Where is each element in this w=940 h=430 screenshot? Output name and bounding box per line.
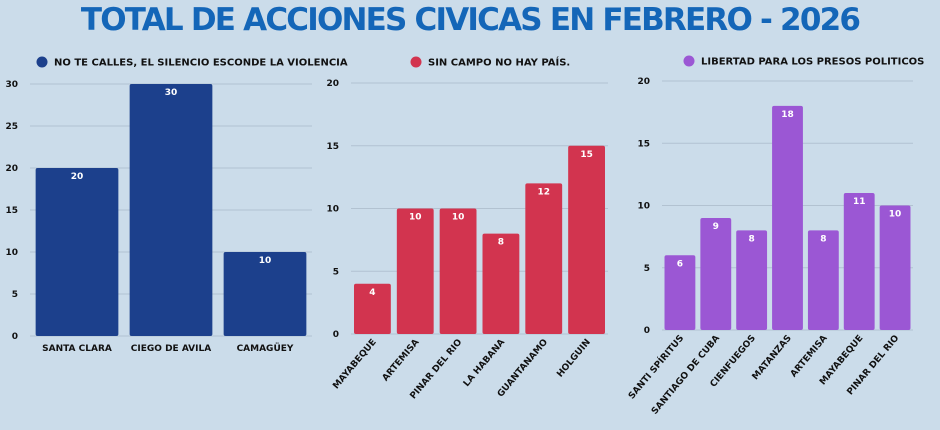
legend-marker	[410, 56, 422, 68]
y-tick-label: 5	[333, 267, 339, 277]
bar	[879, 205, 911, 330]
y-tick-label: 5	[12, 290, 18, 300]
legend-marker	[36, 56, 48, 68]
bar-value-label: 20	[71, 172, 84, 182]
bar-value-label: 15	[580, 150, 593, 160]
y-tick-label: 20	[637, 77, 650, 87]
bar	[482, 233, 520, 334]
legend-label: SIN CAMPO NO HAY PAÍS.	[428, 56, 570, 69]
category-label: CIEGO DE AVILA	[131, 344, 211, 354]
bar-value-label: 18	[781, 110, 794, 120]
page-title: TOTAL DE ACCIONES CIVICAS EN FEBRERO - 2…	[80, 2, 861, 38]
y-tick-label: 0	[12, 332, 18, 342]
bar-value-label: 10	[452, 213, 465, 223]
y-tick-label: 0	[333, 330, 339, 340]
y-tick-label: 10	[5, 248, 18, 258]
bar-value-label: 10	[409, 213, 422, 223]
bar	[772, 105, 803, 331]
bar	[129, 84, 213, 336]
bar-value-label: 9	[713, 222, 719, 232]
bar-value-label: 10	[889, 210, 902, 220]
bar-value-label: 4	[369, 288, 375, 298]
legend-label: LIBERTAD PARA LOS PRESOS POLITICOS	[701, 57, 924, 68]
bar-value-label: 8	[498, 238, 504, 248]
bar-value-label: 8	[820, 234, 826, 244]
bar	[736, 230, 768, 330]
bar	[664, 255, 696, 330]
bar	[439, 208, 477, 334]
y-tick-label: 10	[326, 205, 339, 215]
bar	[843, 193, 875, 330]
bar	[525, 183, 563, 334]
bar	[396, 208, 434, 334]
category-label: CAMAGÜEY	[237, 343, 294, 354]
bar	[807, 230, 839, 330]
bar-value-label: 8	[749, 234, 755, 244]
y-tick-label: 5	[644, 264, 650, 274]
legend-label: NO TE CALLES, EL SILENCIO ESCONDE LA VIO…	[54, 58, 348, 69]
y-tick-label: 30	[5, 80, 18, 90]
bar-value-label: 10	[259, 256, 272, 266]
bar	[700, 217, 732, 330]
bar-value-label: 12	[537, 187, 550, 197]
y-tick-label: 20	[326, 79, 339, 89]
bar	[223, 252, 307, 336]
bar	[35, 168, 119, 336]
y-tick-label: 0	[644, 326, 650, 336]
category-label: SANTA CLARA	[42, 344, 112, 354]
category-label: ARTEMISA	[789, 333, 830, 379]
y-tick-label: 15	[637, 139, 650, 149]
y-tick-label: 15	[5, 206, 18, 216]
bar-value-label: 30	[165, 88, 178, 98]
bar-value-label: 11	[853, 197, 866, 207]
category-label: SANTIAGO DE CUBA	[650, 333, 722, 416]
y-tick-label: 10	[637, 202, 650, 212]
y-tick-label: 15	[326, 142, 339, 152]
legend-marker	[683, 55, 695, 67]
bar	[353, 283, 391, 334]
y-tick-label: 25	[5, 122, 18, 132]
bar	[568, 145, 606, 334]
y-tick-label: 20	[5, 164, 18, 174]
bar-value-label: 6	[677, 259, 683, 269]
